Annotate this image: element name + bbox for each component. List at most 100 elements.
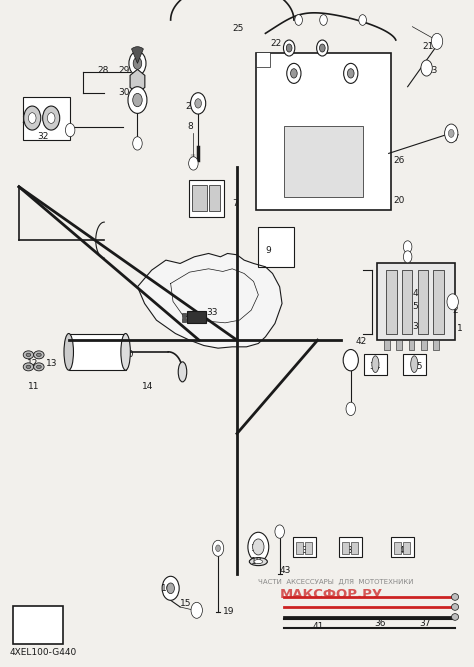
Text: 13: 13 <box>46 359 58 368</box>
Ellipse shape <box>451 614 458 620</box>
Text: 11: 11 <box>28 382 40 392</box>
Bar <box>386 270 397 334</box>
Text: 15: 15 <box>180 599 191 608</box>
Wedge shape <box>131 47 143 63</box>
Bar <box>209 185 220 211</box>
Text: 4XEL100-G440: 4XEL100-G440 <box>9 648 77 657</box>
Bar <box>433 340 439 350</box>
Bar <box>433 270 444 334</box>
Bar <box>187 311 206 323</box>
Text: 21: 21 <box>422 42 433 51</box>
Text: 6: 6 <box>211 199 217 208</box>
Bar <box>391 537 414 557</box>
Ellipse shape <box>64 334 73 370</box>
Bar <box>421 340 427 350</box>
Bar <box>296 542 303 554</box>
Circle shape <box>347 69 354 78</box>
Circle shape <box>248 532 269 562</box>
Bar <box>377 263 455 340</box>
Ellipse shape <box>23 363 34 371</box>
Text: 25: 25 <box>232 23 244 33</box>
Circle shape <box>431 33 443 49</box>
Circle shape <box>195 99 201 108</box>
Text: FWD: FWD <box>34 620 60 630</box>
Ellipse shape <box>36 365 41 368</box>
Text: 5: 5 <box>412 302 418 311</box>
Text: 42: 42 <box>356 337 367 346</box>
Text: 29: 29 <box>118 65 130 75</box>
Ellipse shape <box>178 362 187 382</box>
Ellipse shape <box>372 356 379 372</box>
Text: 12: 12 <box>27 359 38 368</box>
Ellipse shape <box>34 351 44 359</box>
Bar <box>305 542 312 554</box>
Circle shape <box>283 40 295 56</box>
Ellipse shape <box>410 356 418 372</box>
Ellipse shape <box>34 363 44 371</box>
Ellipse shape <box>23 351 34 359</box>
Circle shape <box>65 123 75 137</box>
Bar <box>256 53 391 210</box>
Bar <box>403 542 410 554</box>
Bar <box>418 270 428 334</box>
Text: 34: 34 <box>370 362 381 372</box>
Bar <box>403 354 426 375</box>
Bar <box>256 52 270 67</box>
Text: 33: 33 <box>206 307 218 317</box>
Bar <box>69 334 126 370</box>
Bar <box>351 542 358 554</box>
Circle shape <box>133 57 142 69</box>
Bar <box>409 340 414 350</box>
Text: 30: 30 <box>118 87 130 97</box>
Circle shape <box>343 350 358 371</box>
Circle shape <box>291 69 297 78</box>
Text: 16: 16 <box>161 584 173 593</box>
Circle shape <box>47 113 55 123</box>
Bar <box>189 180 224 217</box>
Text: 2: 2 <box>453 305 458 315</box>
Text: 32: 32 <box>37 132 48 141</box>
Circle shape <box>129 51 146 75</box>
Text: 39: 39 <box>346 546 357 555</box>
Bar <box>342 542 349 554</box>
Bar <box>402 270 412 334</box>
Ellipse shape <box>254 560 263 564</box>
Text: 4: 4 <box>412 289 418 298</box>
Circle shape <box>286 44 292 52</box>
Ellipse shape <box>451 604 458 610</box>
Bar <box>384 340 390 350</box>
Circle shape <box>212 540 224 556</box>
Text: 10: 10 <box>123 350 135 360</box>
Text: 8: 8 <box>187 122 193 131</box>
Text: 9: 9 <box>265 245 271 255</box>
Text: 20: 20 <box>393 195 405 205</box>
Circle shape <box>167 583 174 594</box>
Circle shape <box>43 106 60 130</box>
Text: 27: 27 <box>448 133 459 143</box>
Text: 14: 14 <box>142 382 154 392</box>
Ellipse shape <box>451 594 458 600</box>
Bar <box>182 313 186 317</box>
Ellipse shape <box>26 354 31 356</box>
Text: МАКСФОР.РУ: МАКСФОР.РУ <box>280 588 383 602</box>
Text: 18: 18 <box>251 557 263 566</box>
Circle shape <box>319 15 327 25</box>
Circle shape <box>403 251 412 263</box>
Text: 23: 23 <box>427 65 438 75</box>
Bar <box>339 537 362 557</box>
Circle shape <box>448 129 454 137</box>
Ellipse shape <box>36 354 41 356</box>
Text: 36: 36 <box>374 619 386 628</box>
Bar <box>23 97 70 140</box>
Ellipse shape <box>249 558 267 566</box>
Circle shape <box>162 576 179 600</box>
Text: 26: 26 <box>393 155 405 165</box>
Circle shape <box>403 241 412 253</box>
Circle shape <box>133 137 142 150</box>
Ellipse shape <box>26 365 31 368</box>
Circle shape <box>253 539 264 555</box>
Circle shape <box>447 293 458 309</box>
Text: 22: 22 <box>270 39 282 48</box>
Ellipse shape <box>121 334 130 370</box>
Circle shape <box>128 87 147 113</box>
